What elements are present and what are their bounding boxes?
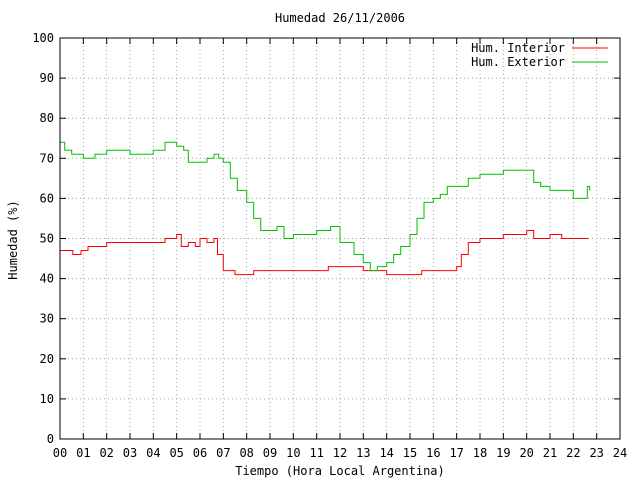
y-axis-label: Humedad (%) [6, 200, 20, 279]
x-tick-label: 17 [449, 446, 463, 460]
plot-frame [59, 37, 621, 440]
y-tick-label: 90 [40, 71, 54, 85]
x-tick-label: 23 [589, 446, 603, 460]
legend-label-interior: Hum. Interior [471, 41, 565, 55]
x-tick-label: 16 [426, 446, 440, 460]
x-tick-label: 08 [239, 446, 253, 460]
x-tick-label: 00 [53, 446, 67, 460]
x-tick-label: 04 [146, 446, 160, 460]
legend-label-exterior: Hum. Exterior [471, 55, 565, 69]
x-tick-label: 11 [309, 446, 323, 460]
x-tick-label: 12 [333, 446, 347, 460]
x-tick-label: 19 [496, 446, 510, 460]
chart-title: Humedad 26/11/2006 [275, 11, 405, 25]
series-line-interior [60, 230, 589, 276]
x-tick-label: 10 [286, 446, 300, 460]
series-lines [60, 141, 591, 276]
x-tick-label: 05 [169, 446, 183, 460]
x-tick-label: 03 [123, 446, 137, 460]
x-tick-label: 18 [473, 446, 487, 460]
x-tick-label: 02 [99, 446, 113, 460]
x-tick-label: 01 [76, 446, 90, 460]
y-tick-label: 100 [32, 31, 54, 45]
x-tick-label: 22 [566, 446, 580, 460]
y-tick-label: 0 [47, 432, 54, 446]
y-tick-label: 20 [40, 352, 54, 366]
x-tick-label: 21 [543, 446, 557, 460]
y-tick-label: 70 [40, 151, 54, 165]
series-line-exterior [60, 141, 591, 272]
y-tick-label: 30 [40, 312, 54, 326]
x-axis: 00 01 02 03 04 05 06 07 08 09 10 11 12 13 14 15 16 17 18 19… [53, 38, 627, 460]
y-tick-label: 10 [40, 392, 54, 406]
x-tick-label: 15 [403, 446, 417, 460]
y-tick-label: 80 [40, 111, 54, 125]
y-tick-label: 60 [40, 191, 54, 205]
legend: Hum. Interior Hum. Exterior [471, 41, 608, 69]
x-tick-label: 07 [216, 446, 230, 460]
x-tick-label: 20 [519, 446, 533, 460]
x-tick-label: 06 [193, 446, 207, 460]
y-tick-label: 50 [40, 232, 54, 246]
y-tick-label: 40 [40, 272, 54, 286]
x-tick-label: 09 [263, 446, 277, 460]
x-tick-label: 24 [613, 446, 627, 460]
x-axis-label: Tiempo (Hora Local Argentina) [235, 464, 445, 478]
x-tick-label: 13 [356, 446, 370, 460]
x-tick-label: 14 [379, 446, 393, 460]
